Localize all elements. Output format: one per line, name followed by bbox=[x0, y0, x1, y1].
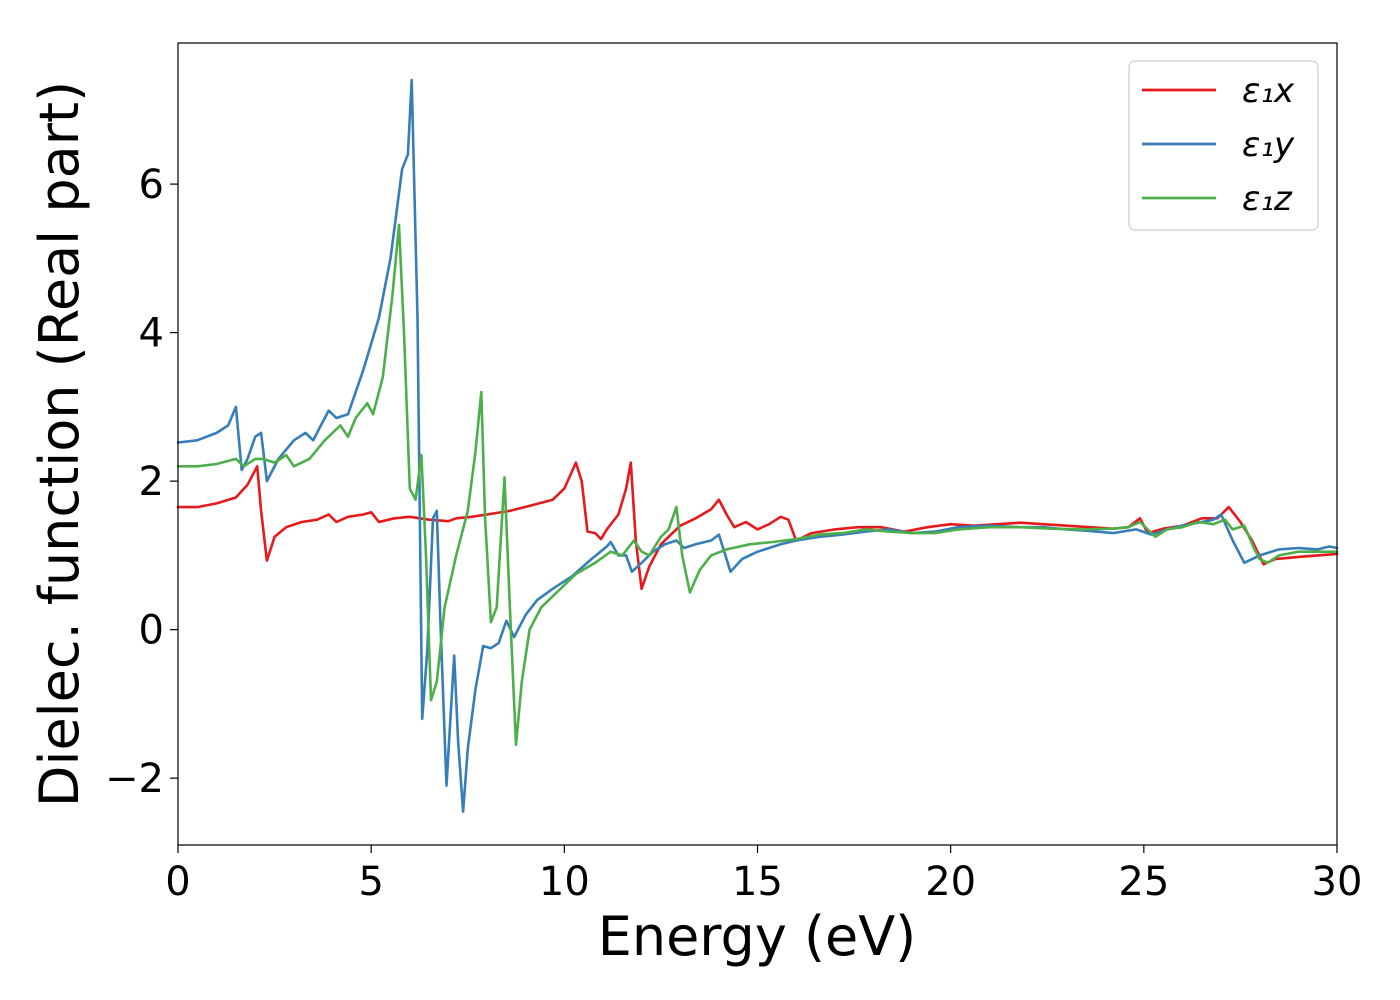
series-line-3 bbox=[176, 223, 1339, 747]
x-tick-label: 25 bbox=[1118, 859, 1169, 905]
y-tick-label: 0 bbox=[139, 608, 164, 654]
legend-box bbox=[1128, 60, 1319, 231]
legend-label: ε₁z bbox=[1242, 179, 1293, 219]
y-tick-label: 6 bbox=[139, 162, 164, 208]
y-axis-label: Dielec. function (Real part) bbox=[28, 81, 91, 807]
series-line-2 bbox=[176, 78, 1339, 813]
y-ticks: −2 0 2 4 6 bbox=[105, 162, 178, 802]
x-tick-label: 30 bbox=[1312, 859, 1363, 905]
x-ticks: 0 5 10 15 20 25 30 bbox=[165, 845, 1362, 905]
y-tick-label: 4 bbox=[139, 311, 164, 357]
y-tick-label: 2 bbox=[139, 459, 164, 505]
x-tick-label: 10 bbox=[539, 859, 590, 905]
legend: ε₁x ε₁y ε₁z bbox=[1128, 60, 1319, 231]
x-tick-label: 20 bbox=[925, 859, 976, 905]
x-tick-label: 15 bbox=[732, 859, 783, 905]
y-tick-label: −2 bbox=[105, 756, 164, 802]
series-layer bbox=[176, 78, 1339, 813]
x-tick-label: 5 bbox=[358, 859, 383, 905]
legend-label: ε₁x bbox=[1242, 71, 1295, 111]
x-axis-label: Energy (eV) bbox=[598, 905, 917, 968]
x-tick-label: 0 bbox=[165, 859, 190, 905]
legend-label: ε₁y bbox=[1242, 125, 1295, 165]
